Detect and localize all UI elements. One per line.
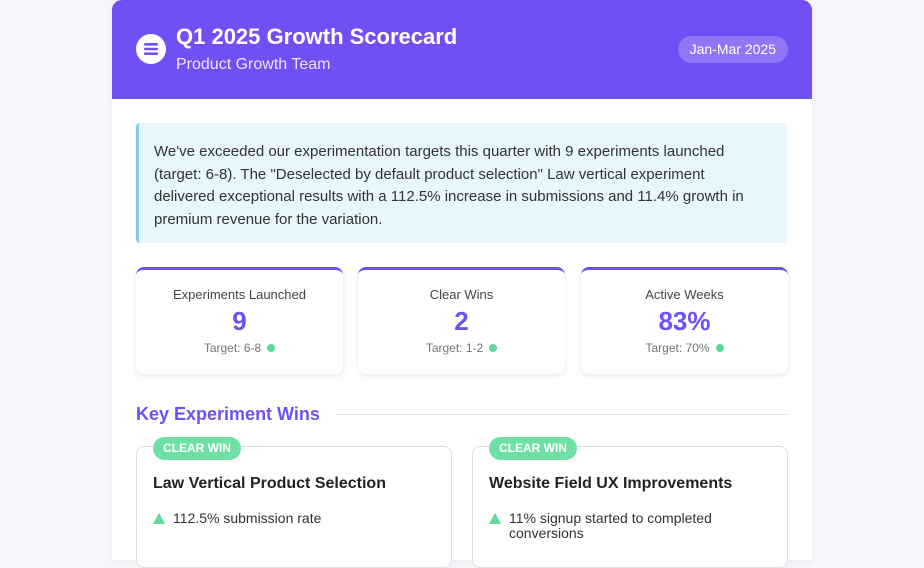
section-heading: Key Experiment Wins bbox=[136, 404, 788, 425]
page: Scorecard {"header": {"title": "Q1 2025 … bbox=[112, 0, 812, 568]
win-point: 112.5% submission rate bbox=[153, 511, 423, 526]
period-badge: Jan-Mar 2025 bbox=[677, 36, 788, 63]
stat-target: Target: 6-8 bbox=[136, 341, 343, 355]
summary: We've exceeded our experimentation targe… bbox=[136, 123, 787, 243]
target-text: Target: 6-8 bbox=[203, 341, 262, 355]
win-card: CLEAR WIN Law Vertical Product Selection 1… bbox=[136, 437, 452, 568]
section-title: Key Experiment Wins bbox=[136, 404, 320, 424]
header: Q1 2025 Growth Scorecard Product Growth … bbox=[112, 0, 812, 99]
target-text: Target: 70% bbox=[645, 341, 710, 355]
stat-target: Target: 70% bbox=[581, 341, 788, 355]
win-badge: CLEAR WIN bbox=[489, 437, 577, 460]
stat-card: Clear Wins 2 Target: 1-2 bbox=[358, 267, 565, 374]
stat-target: Target: 1-2 bbox=[358, 341, 565, 355]
up-arrow bbox=[489, 513, 501, 524]
status-dot bbox=[489, 344, 498, 352]
status-dot bbox=[715, 344, 724, 352]
up-arrow bbox=[153, 513, 165, 524]
point-text: 11% signup started to completed conversi… bbox=[509, 510, 712, 541]
target-text: Target: 1-2 bbox=[425, 341, 484, 355]
stat-value: 9 bbox=[232, 306, 247, 336]
divider bbox=[335, 414, 788, 415]
stat-card: Active Weeks 83% Target: 70% bbox=[581, 267, 788, 374]
point-text: 112.5% submission rate bbox=[173, 510, 322, 526]
scorecard: Q1 2025 Growth Scorecard Product Growth … bbox=[112, 0, 812, 568]
stat-label: Experiments Launched bbox=[173, 287, 306, 302]
menu-icon[interactable] bbox=[136, 34, 166, 64]
body: Q1 2025 Growth Scorecard Product Growth … bbox=[112, 0, 812, 568]
win-badge: CLEAR WIN bbox=[153, 437, 241, 460]
stat-label: Active Weeks bbox=[645, 287, 724, 302]
stat-card: Experiments Launched 9 Target: 6-8 bbox=[136, 267, 343, 374]
win-point: 11% signup started to completed conversi… bbox=[489, 511, 759, 541]
win-title: Website Field UX Improvements bbox=[489, 475, 733, 492]
stat-value: 2 bbox=[454, 306, 469, 336]
status-dot bbox=[267, 344, 276, 352]
stat-value: 83% bbox=[658, 306, 711, 336]
win-card: CLEAR WIN Website Field UX Improvements 11… bbox=[472, 437, 788, 568]
subtitle: Product Growth Team bbox=[176, 56, 331, 73]
win-title: Law Vertical Product Selection bbox=[153, 475, 386, 492]
title: Q1 2025 Growth Scorecard bbox=[176, 24, 458, 49]
stat-label: Clear Wins bbox=[429, 287, 494, 302]
